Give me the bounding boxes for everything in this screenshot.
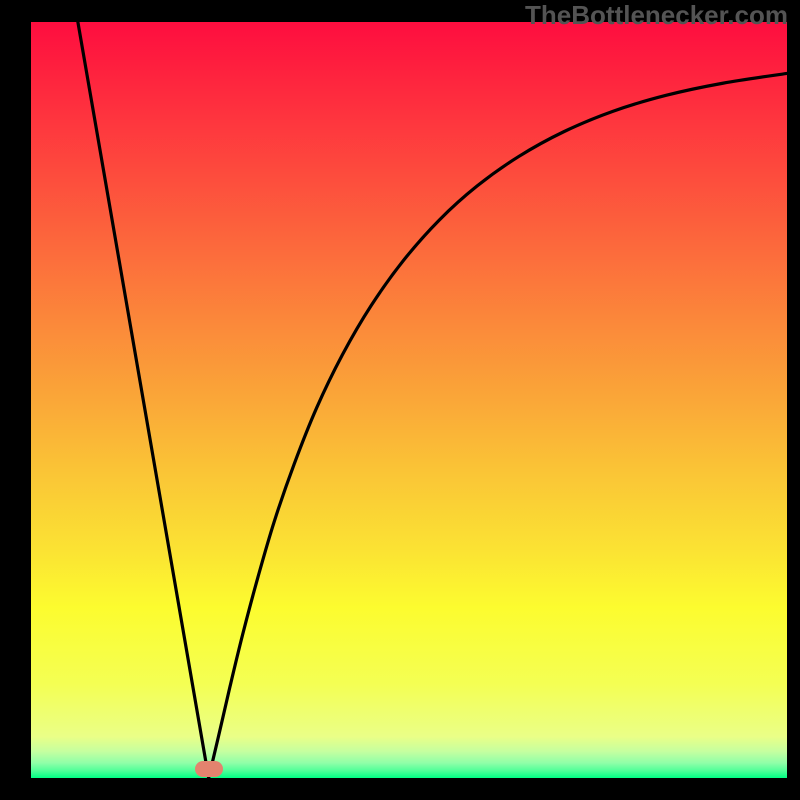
watermark-text: TheBottlenecker.com [525, 0, 788, 31]
chart-container: TheBottlenecker.com [0, 0, 800, 800]
trough-marker [195, 761, 223, 777]
bottleneck-curve [31, 22, 787, 778]
plot-area [31, 22, 787, 778]
